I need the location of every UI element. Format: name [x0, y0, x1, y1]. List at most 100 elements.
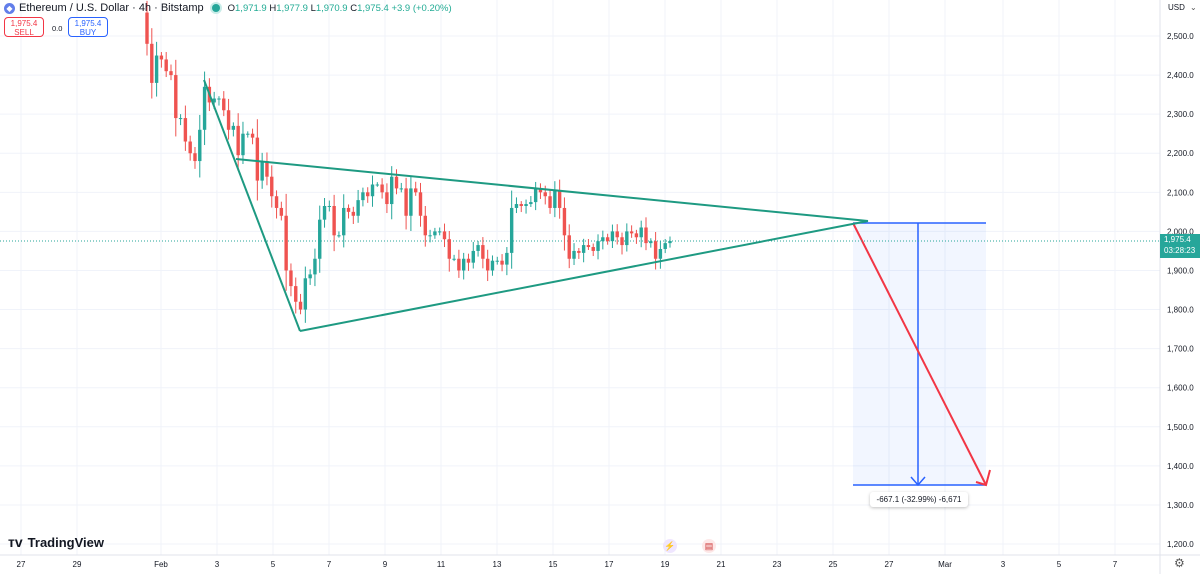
- candle-body: [437, 231, 442, 233]
- candle-body: [159, 55, 164, 60]
- candle-body: [567, 235, 571, 259]
- candle-body: [442, 231, 447, 240]
- candle-body: [649, 241, 653, 244]
- candle-body: [495, 260, 499, 262]
- candle-body: [639, 227, 643, 238]
- candle-body: [394, 176, 399, 189]
- candle-body: [514, 204, 519, 208]
- candle-body: [250, 133, 255, 138]
- candle-body: [586, 245, 591, 248]
- tradingview-logo-icon: ᴛᴠ: [8, 534, 23, 550]
- candle-body: [342, 207, 346, 236]
- candle-body: [246, 133, 250, 135]
- candle-body: [538, 188, 543, 193]
- date-tick-label: 7: [327, 560, 332, 569]
- candle-body: [471, 250, 475, 263]
- candle-body: [265, 161, 269, 177]
- candle-body: [260, 161, 264, 181]
- date-tick-label: 3: [1001, 560, 1006, 569]
- date-tick-label: 19: [661, 560, 670, 569]
- candle-body: [548, 196, 552, 208]
- tradingview-logo[interactable]: ᴛᴠ TradingView: [8, 534, 104, 550]
- candle-body: [485, 258, 490, 271]
- candle-body: [481, 245, 485, 259]
- candle-body: [476, 245, 480, 251]
- candle-body: [529, 202, 533, 205]
- candle-body: [466, 258, 471, 263]
- candle-body: [519, 204, 523, 206]
- ethereum-icon: ◆: [4, 2, 15, 14]
- candle-body: [270, 176, 274, 197]
- candle-body: [322, 205, 327, 220]
- candle-body: [390, 176, 394, 205]
- buy-button[interactable]: 1,975.4 BUY: [68, 17, 108, 37]
- candle-body: [658, 248, 663, 259]
- date-tick-label: 5: [1057, 560, 1062, 569]
- ohlc-values: O1,971.9 H1,977.9 L1,970.9 C1,975.4 +3.9…: [227, 2, 452, 14]
- candle-body: [370, 184, 375, 197]
- candle-body: [577, 250, 581, 253]
- us-flag-event-icon[interactable]: ▤: [702, 539, 716, 553]
- price-tick-label: 2,300.0: [1167, 110, 1194, 119]
- candle-body: [150, 43, 154, 83]
- candle-body: [279, 207, 284, 216]
- candle-body: [274, 196, 279, 208]
- price-tick-label: 2,400.0: [1167, 71, 1194, 80]
- price-tick-label: 1,500.0: [1167, 423, 1194, 432]
- candle-body: [404, 188, 408, 216]
- date-tick-label: 3: [215, 560, 220, 569]
- candle-body: [366, 192, 370, 197]
- price-tick-label: 1,200.0: [1167, 540, 1194, 549]
- candle-body: [284, 215, 288, 271]
- candle-body: [198, 129, 202, 162]
- chevron-down-icon[interactable]: ⌄: [1190, 3, 1197, 12]
- market-status-icon: [211, 4, 220, 12]
- candle-body: [231, 125, 236, 130]
- candle-body: [399, 188, 404, 190]
- candle-body: [318, 219, 322, 259]
- candle-body: [524, 204, 528, 206]
- price-tick-label: 2,100.0: [1167, 188, 1194, 197]
- candle-body: [154, 55, 159, 83]
- sell-button[interactable]: 1,975.4 SELL: [4, 17, 44, 37]
- candle-body: [557, 190, 562, 208]
- candle-body: [596, 241, 600, 251]
- candle-body: [188, 141, 192, 154]
- triangle-left-line: [203, 79, 301, 332]
- price-tick-label: 1,600.0: [1167, 384, 1194, 393]
- candle-body: [298, 301, 303, 310]
- projection-arrowhead: [975, 469, 991, 487]
- symbol-title[interactable]: Ethereum / U.S. Dollar · 4h · Bitstamp: [19, 2, 204, 14]
- price-tick-label: 1,400.0: [1167, 462, 1194, 471]
- date-tick-label: 5: [271, 560, 276, 569]
- date-tick-label: 23: [773, 560, 782, 569]
- price-tick-label: 2,000.0: [1167, 227, 1194, 236]
- candle-body: [337, 235, 341, 237]
- event-icon[interactable]: ⚡: [663, 539, 677, 553]
- candle-body: [385, 192, 389, 205]
- candle-body: [289, 270, 293, 287]
- candle-body: [500, 260, 504, 265]
- candle-body: [409, 188, 413, 216]
- candle-body: [591, 247, 595, 251]
- price-tick-label: 1,300.0: [1167, 501, 1194, 510]
- price-tick-label: 1,900.0: [1167, 266, 1194, 275]
- candle-body: [294, 286, 298, 302]
- candle-body: [356, 200, 360, 216]
- candle-body: [351, 211, 356, 216]
- last-price-label: 1,975.4 03:28:23: [1160, 234, 1200, 258]
- candle-body: [164, 59, 168, 72]
- date-tick-label: 9: [383, 560, 388, 569]
- currency-selector[interactable]: USD: [1168, 3, 1185, 12]
- candle-body: [303, 278, 308, 310]
- settings-gear-icon[interactable]: ⚙: [1174, 556, 1185, 570]
- date-tick-label: Mar: [938, 560, 952, 569]
- date-tick-label: Feb: [154, 560, 168, 569]
- candle-body: [145, 12, 149, 44]
- candle-body: [375, 184, 380, 186]
- candle-body: [553, 190, 557, 208]
- candle-body: [605, 237, 610, 242]
- candle-body: [418, 192, 423, 216]
- candle-body: [308, 274, 312, 279]
